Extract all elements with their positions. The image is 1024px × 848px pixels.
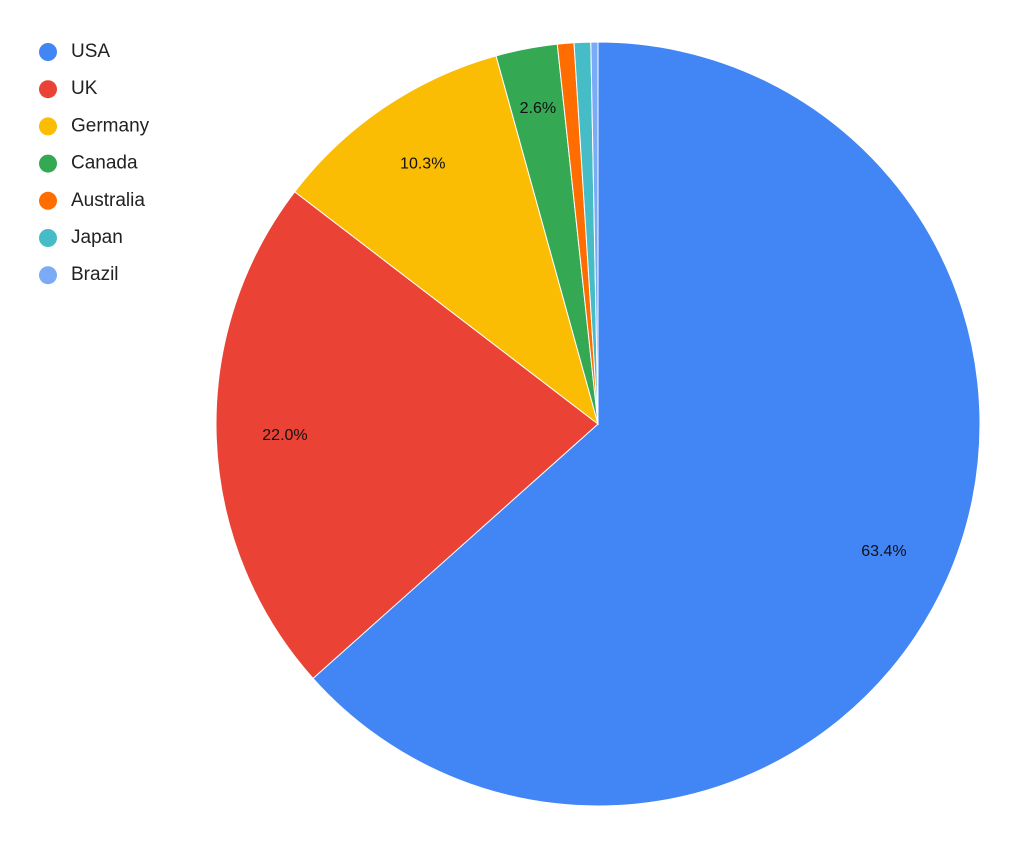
pie-slice-usa [312,41,981,807]
legend-label-uk: UK [71,78,98,99]
slice-label-usa: 63.4% [861,543,906,560]
legend-swatch-uk [39,80,57,99]
legend: USA UK Germany Canada Australia Japan Brazil [39,41,150,285]
legend-swatch-japan [39,229,57,247]
pie-slices [215,41,981,807]
legend-swatch-germany [39,117,57,136]
slice-labels: 63.4% 22.0% 10.3% 2.6% [262,100,906,560]
legend-swatch-australia [39,191,57,210]
legend-swatch-usa [39,43,57,61]
slice-label-germany: 10.3% [400,156,445,173]
legend-label-brazil: Brazil [71,264,119,285]
legend-label-australia: Australia [71,190,145,211]
pie-slice-germany [293,55,599,426]
pie-slice-uk [215,191,599,680]
slice-label-uk: 22.0% [262,427,307,444]
slice-label-canada: 2.6% [520,100,556,117]
legend-label-usa: USA [71,41,110,62]
legend-label-germany: Germany [71,115,150,136]
legend-label-japan: Japan [71,227,123,248]
legend-label-canada: Canada [71,153,138,174]
legend-swatch-brazil [39,266,57,285]
legend-swatch-canada [39,154,57,173]
pie-slice-brazil [590,41,599,425]
